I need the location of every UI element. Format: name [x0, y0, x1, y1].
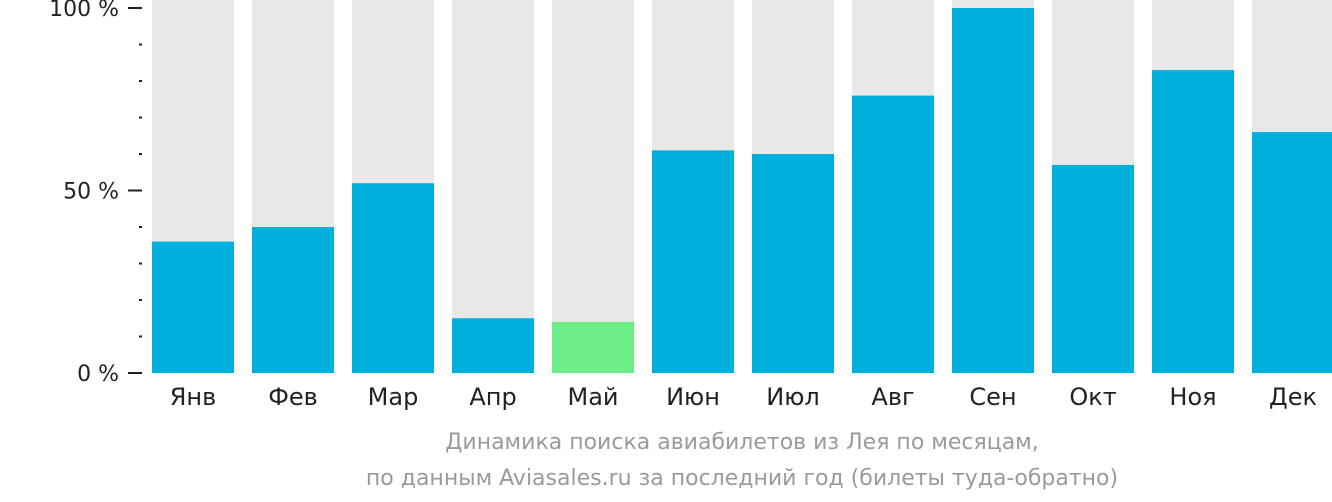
bar-11 [1152, 70, 1234, 374]
bar-9 [952, 8, 1034, 373]
bar-background [452, 0, 534, 373]
y-tick-label: 100 % [49, 0, 119, 22]
x-tick-label: Май [567, 383, 618, 411]
x-tick-label: Дек [1269, 383, 1317, 411]
bar-background [552, 0, 634, 373]
x-tick-label: Янв [170, 383, 217, 411]
value-bars [152, 8, 1332, 374]
bar-3 [352, 183, 434, 373]
y-tick-label: 0 % [77, 362, 119, 387]
bar-6 [652, 150, 734, 373]
x-tick-label: Мар [368, 383, 419, 411]
bar-1 [152, 241, 234, 373]
x-tick-label: Июн [666, 383, 720, 411]
x-tick-label: Авг [871, 383, 914, 411]
x-axis-labels: Янв Фев Мар Апр Май Июн Июл Авг Сен Окт Ноя Дек [170, 383, 1317, 411]
bar-10 [1052, 164, 1134, 373]
x-tick-label: Ноя [1169, 383, 1216, 411]
y-tick-label: 50 % [63, 180, 119, 205]
x-tick-label: Июл [766, 383, 820, 411]
x-tick-label: Апр [469, 383, 516, 411]
bar-4 [452, 318, 534, 373]
x-tick-label: Окт [1069, 383, 1116, 411]
bar-7 [752, 154, 834, 373]
y-axis: 0 % 50 % 100 % [49, 0, 142, 387]
chart-caption-line-1: Динамика поиска авиабилетов из Лея по ме… [445, 430, 1039, 455]
bar-12 [1252, 132, 1332, 373]
chart-caption-line-2: по данным Aviasales.ru за последний год … [365, 466, 1119, 491]
x-tick-label: Фев [268, 383, 318, 411]
bar-8 [852, 95, 934, 373]
x-tick-label: Сен [969, 383, 1016, 411]
bar-5 [552, 321, 634, 373]
bar-2 [252, 227, 334, 373]
